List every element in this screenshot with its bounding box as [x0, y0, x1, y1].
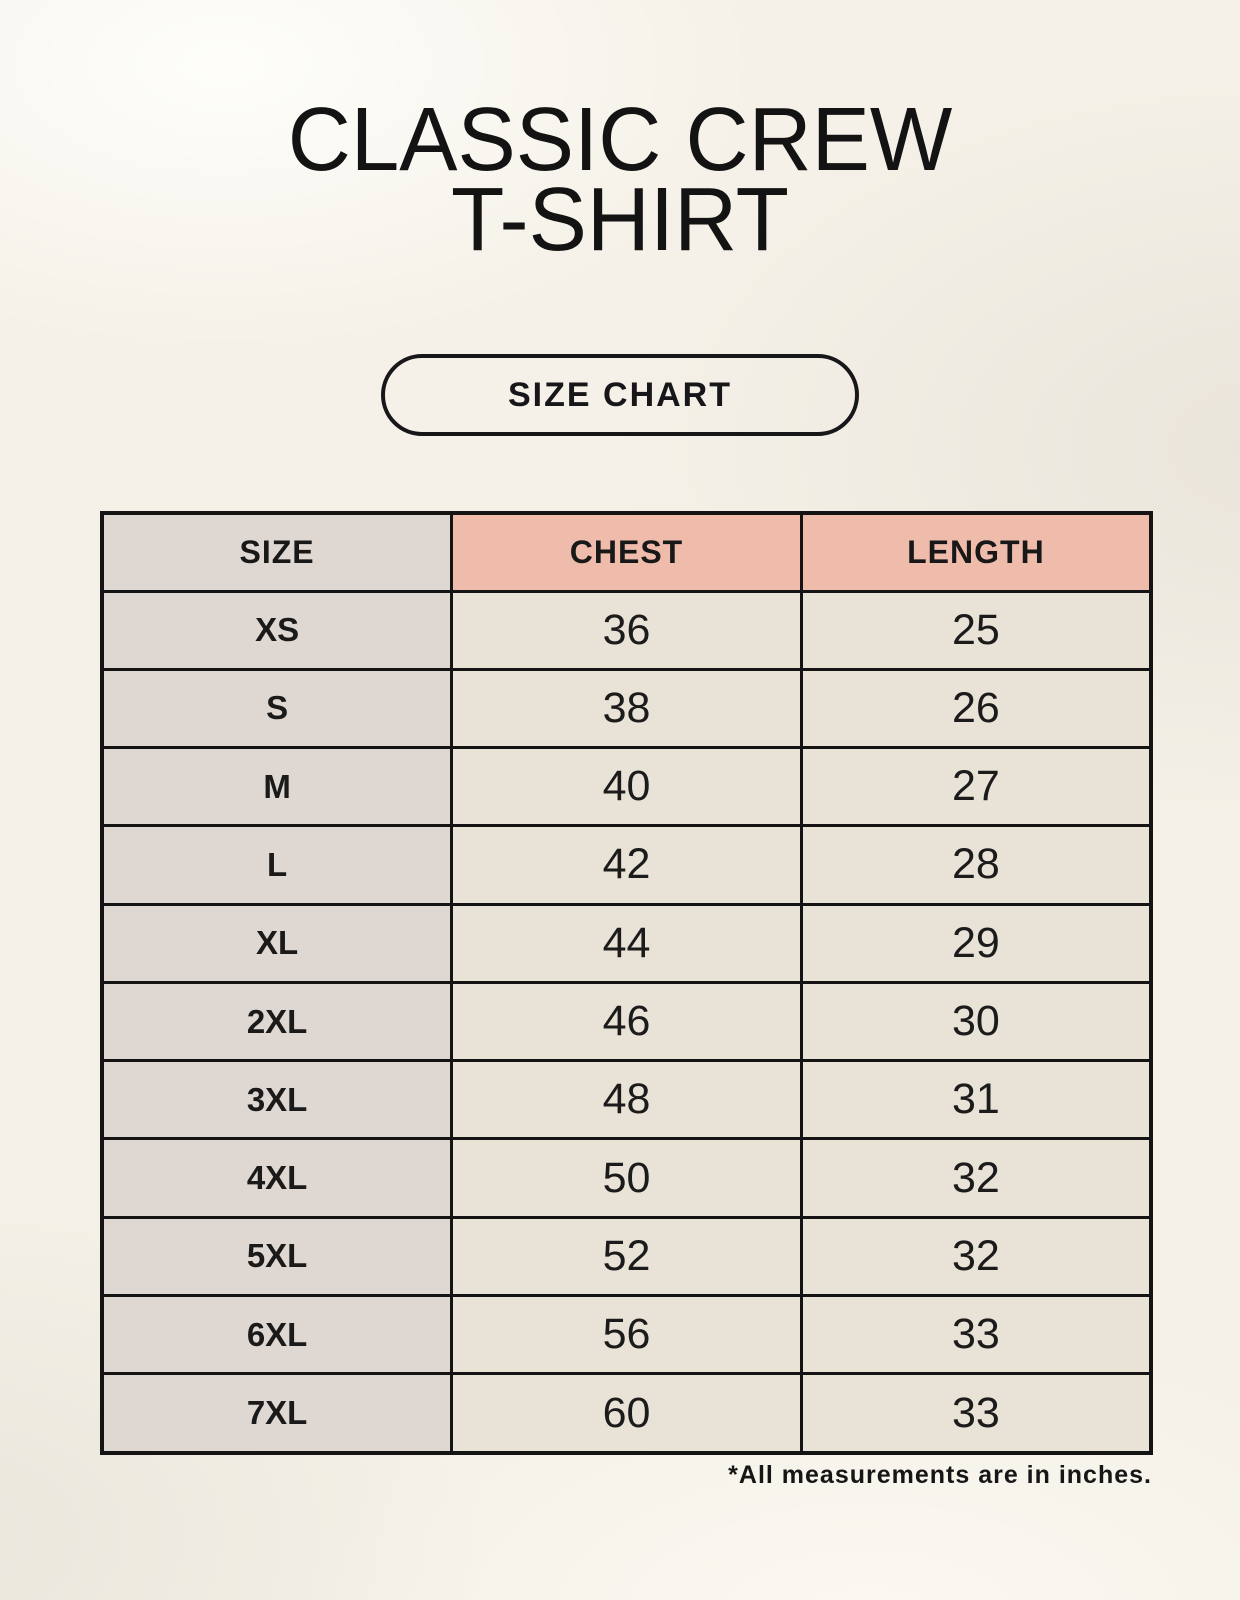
chest-cell: 40 [450, 746, 803, 828]
length-cell: 33 [799, 1294, 1153, 1376]
size-cell: L [100, 824, 454, 906]
size-cell: 7XL [100, 1372, 454, 1455]
chest-cell: 38 [450, 667, 803, 750]
length-cell: 33 [799, 1372, 1153, 1455]
length-cell: 30 [799, 980, 1153, 1063]
chest-cell: 48 [450, 1059, 803, 1141]
table-row: 7XL 60 33 [100, 1372, 1153, 1455]
size-cell: M [100, 746, 454, 828]
length-cell: 25 [799, 589, 1153, 671]
table-row: 5XL 52 32 [100, 1215, 1153, 1298]
size-cell: 2XL [100, 980, 454, 1063]
size-chart-table: SIZE CHEST LENGTH XS 36 25 S 38 26 M 40 27 L 42 28 X… [100, 511, 1153, 1455]
table-row: 6XL 56 33 [100, 1294, 1153, 1376]
table-row: 4XL 50 32 [100, 1137, 1153, 1219]
table-row: XS 36 25 [100, 589, 1153, 671]
size-cell: XS [100, 589, 454, 671]
column-header-length: LENGTH [799, 511, 1153, 593]
table-row: S 38 26 [100, 667, 1153, 750]
size-chart-badge-label: SIZE CHART [508, 375, 732, 414]
table-row: XL 44 29 [100, 902, 1153, 984]
length-cell: 27 [799, 746, 1153, 828]
length-cell: 32 [799, 1137, 1153, 1219]
size-cell: 5XL [100, 1215, 454, 1298]
table-row: 3XL 48 31 [100, 1059, 1153, 1141]
chest-cell: 56 [450, 1294, 803, 1376]
length-cell: 28 [799, 824, 1153, 906]
measurements-footnote: *All measurements are in inches. [728, 1461, 1152, 1489]
table-row: M 40 27 [100, 746, 1153, 828]
chest-cell: 46 [450, 980, 803, 1063]
length-cell: 26 [799, 667, 1153, 750]
size-cell: XL [100, 902, 454, 984]
table-row: L 42 28 [100, 824, 1153, 906]
title-line-2: T-SHIRT [451, 170, 789, 270]
size-cell: 4XL [100, 1137, 454, 1219]
title-line-1: CLASSIC CREW [287, 90, 953, 190]
chest-cell: 44 [450, 902, 803, 984]
chest-cell: 50 [450, 1137, 803, 1219]
table-row: 2XL 46 30 [100, 980, 1153, 1063]
chest-cell: 36 [450, 589, 803, 671]
size-cell: 3XL [100, 1059, 454, 1141]
table-header-row: SIZE CHEST LENGTH [100, 511, 1153, 593]
size-cell: S [100, 667, 454, 750]
length-cell: 29 [799, 902, 1153, 984]
chest-cell: 52 [450, 1215, 803, 1298]
column-header-chest: CHEST [450, 511, 803, 593]
chest-cell: 42 [450, 824, 803, 906]
size-chart-badge[interactable]: SIZE CHART [381, 354, 859, 436]
chest-cell: 60 [450, 1372, 803, 1455]
length-cell: 32 [799, 1215, 1153, 1298]
column-header-size: SIZE [100, 511, 454, 593]
size-cell: 6XL [100, 1294, 454, 1376]
page-title: CLASSIC CREW T-SHIRT [19, 90, 1222, 270]
length-cell: 31 [799, 1059, 1153, 1141]
